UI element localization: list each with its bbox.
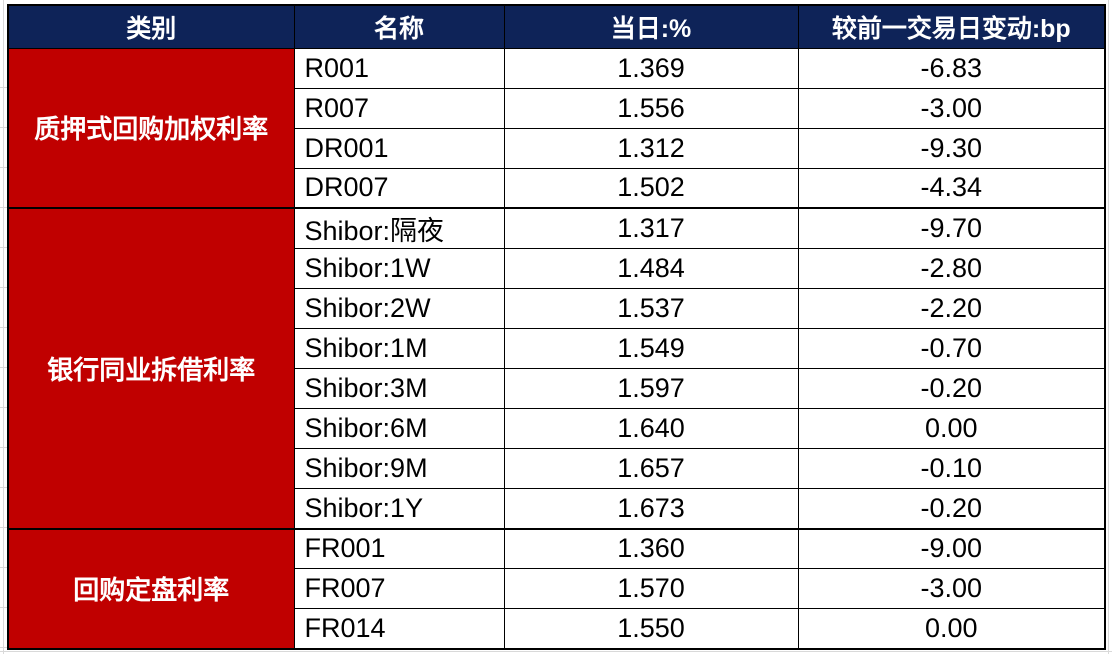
name-cell: R007 <box>293 87 505 129</box>
change-cell: -2.80 <box>797 248 1106 289</box>
table-body: 质押式回购加权利率 R001 1.369 -6.83 R007 1.556 -3… <box>7 47 1106 649</box>
table-row: Shibor:6M 1.640 0.00 <box>8 408 1106 449</box>
change-cell: -2.20 <box>797 288 1106 329</box>
rate-cell: 1.502 <box>503 167 799 209</box>
rate-cell: 1.550 <box>503 608 799 649</box>
table-header: 类别 名称 当日:% 较前一交易日变动:bp <box>7 4 1106 49</box>
rate-cell: 1.657 <box>503 448 799 489</box>
name-cell: Shibor:6M <box>293 408 505 449</box>
table-row: FR014 1.550 0.00 <box>8 608 1106 649</box>
column-header-change: 较前一交易日变动:bp <box>797 4 1106 49</box>
margin-gridline-bottom <box>0 651 1112 652</box>
rate-cell: 1.317 <box>503 207 799 249</box>
rates-table: 类别 名称 当日:% 较前一交易日变动:bp 质押式回购加权利率 R001 1.… <box>7 4 1106 650</box>
table-row: Shibor:1M 1.549 -0.70 <box>8 328 1106 369</box>
change-cell: 0.00 <box>797 408 1106 449</box>
table-row: FR007 1.570 -3.00 <box>8 568 1106 609</box>
rate-cell: 1.484 <box>503 248 799 289</box>
rate-cell: 1.360 <box>503 527 799 569</box>
name-cell: Shibor:隔夜 <box>293 207 505 249</box>
name-cell: Shibor:9M <box>293 448 505 489</box>
column-header-category: 类别 <box>7 4 295 49</box>
table-row: DR007 1.502 -4.34 <box>8 167 1106 209</box>
category-cell: 质押式回购加权利率 <box>7 47 295 209</box>
name-cell: Shibor:1M <box>293 328 505 369</box>
rate-cell: 1.673 <box>503 488 799 529</box>
rate-cell: 1.537 <box>503 288 799 329</box>
margin-gridline-right <box>1108 0 1109 654</box>
table-row: Shibor:2W 1.537 -2.20 <box>8 288 1106 329</box>
name-cell: FR007 <box>293 568 505 609</box>
change-cell: -6.83 <box>797 47 1106 89</box>
rate-cell: 1.640 <box>503 408 799 449</box>
column-header-rate: 当日:% <box>503 4 799 49</box>
change-cell: -9.00 <box>797 527 1106 569</box>
table-row: Shibor:9M 1.657 -0.10 <box>8 448 1106 489</box>
change-cell: 0.00 <box>797 608 1106 649</box>
name-cell: Shibor:1Y <box>293 488 505 529</box>
name-cell: FR014 <box>293 608 505 649</box>
change-cell: -4.34 <box>797 167 1106 209</box>
name-cell: Shibor:1W <box>293 248 505 289</box>
change-cell: -9.70 <box>797 207 1106 249</box>
margin-row-gridlines <box>0 48 7 648</box>
category-cell: 银行同业拆借利率 <box>7 207 295 529</box>
name-cell: DR007 <box>293 167 505 209</box>
rate-cell: 1.549 <box>503 328 799 369</box>
table-row: 回购定盘利率 FR001 1.360 -9.00 <box>7 527 1106 649</box>
rate-cell: 1.597 <box>503 368 799 409</box>
table-row: 质押式回购加权利率 R001 1.369 -6.83 <box>7 47 1106 209</box>
name-cell: Shibor:3M <box>293 368 505 409</box>
change-cell: -0.20 <box>797 488 1106 529</box>
name-cell: DR001 <box>293 127 505 169</box>
header-row: 类别 名称 当日:% 较前一交易日变动:bp <box>7 4 1106 49</box>
change-cell: -0.10 <box>797 448 1106 489</box>
name-cell: FR001 <box>293 527 505 569</box>
rate-cell: 1.312 <box>503 127 799 169</box>
rate-cell: 1.369 <box>503 47 799 89</box>
rate-cell: 1.570 <box>503 568 799 609</box>
rate-cell: 1.556 <box>503 87 799 129</box>
change-cell: -0.70 <box>797 328 1106 369</box>
name-cell: Shibor:2W <box>293 288 505 329</box>
column-header-name: 名称 <box>293 4 505 49</box>
category-cell: 回购定盘利率 <box>7 527 295 649</box>
change-cell: -3.00 <box>797 87 1106 129</box>
table-row: Shibor:1Y 1.673 -0.20 <box>8 488 1106 529</box>
table-row: 银行同业拆借利率 Shibor:隔夜 1.317 -9.70 <box>7 207 1106 529</box>
change-cell: -3.00 <box>797 568 1106 609</box>
change-cell: -9.30 <box>797 127 1106 169</box>
table-row: R007 1.556 -3.00 <box>8 87 1106 129</box>
change-cell: -0.20 <box>797 368 1106 409</box>
name-cell: R001 <box>293 47 505 89</box>
